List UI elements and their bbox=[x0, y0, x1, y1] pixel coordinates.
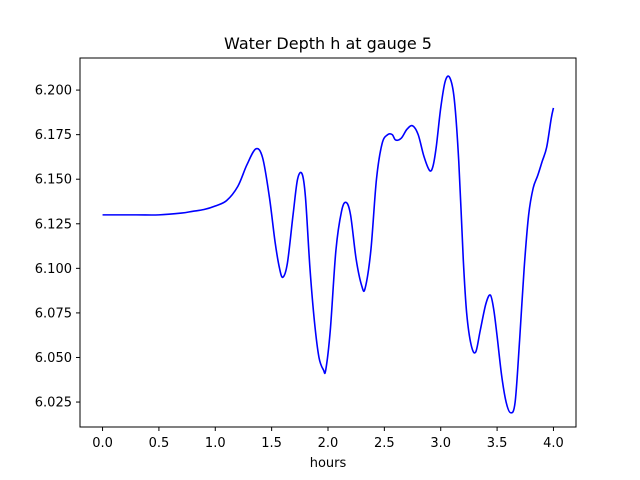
x-tick-label: 1.0 bbox=[205, 436, 226, 451]
y-tick-label: 6.150 bbox=[35, 173, 72, 188]
x-tick-label: 2.0 bbox=[318, 436, 339, 451]
x-tick-label: 0.5 bbox=[149, 436, 170, 451]
y-tick-label: 6.050 bbox=[35, 351, 72, 366]
x-tick-label: 1.5 bbox=[261, 436, 282, 451]
chart-title: Water Depth h at gauge 5 bbox=[224, 34, 432, 53]
x-tick-label: 4.0 bbox=[543, 436, 564, 451]
series-line bbox=[102, 75, 555, 414]
y-tick-label: 6.100 bbox=[35, 262, 72, 277]
y-tick-label: 6.175 bbox=[35, 128, 72, 143]
y-tick-label: 6.075 bbox=[35, 306, 72, 321]
y-tick-label: 6.200 bbox=[35, 84, 72, 99]
y-tick-label: 6.025 bbox=[35, 396, 72, 411]
y-tick-label: 6.125 bbox=[35, 217, 72, 232]
x-axis-label: hours bbox=[310, 456, 347, 471]
x-tick-label: 2.5 bbox=[374, 436, 395, 451]
x-tick-label: 3.5 bbox=[487, 436, 508, 451]
y-axis: 6.025 6.050 6.075 6.100 6.125 6.150 6.175 6.200 bbox=[35, 84, 80, 411]
x-axis: 0.0 0.5 1.0 1.5 2.0 2.5 3.0 3.5 4.0 bbox=[92, 427, 564, 451]
x-tick-label: 3.0 bbox=[430, 436, 451, 451]
x-tick-label: 0.0 bbox=[92, 436, 113, 451]
